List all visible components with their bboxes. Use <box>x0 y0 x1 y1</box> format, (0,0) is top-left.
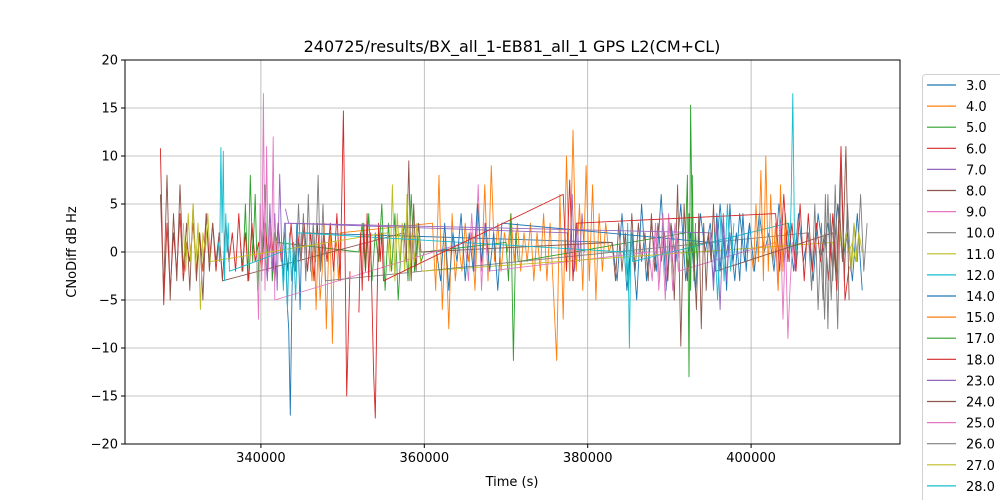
y-tick-label: 0 <box>110 246 118 261</box>
y-tick-label: −20 <box>91 438 118 453</box>
y-tick-label: 5 <box>110 198 118 213</box>
y-tick-label: −10 <box>91 342 118 357</box>
legend-label: 25.0 <box>966 417 995 432</box>
legend-label: 11.0 <box>966 248 995 263</box>
y-tick-label: −5 <box>99 294 118 309</box>
legend-box <box>923 75 1000 501</box>
legend-label: 10.0 <box>966 227 995 242</box>
legend-label: 18.0 <box>966 353 995 368</box>
legend-label: 24.0 <box>966 396 995 411</box>
x-tick-label: 400000 <box>726 451 776 466</box>
legend-label: 6.0 <box>966 142 987 157</box>
x-tick-label: 340000 <box>236 451 286 466</box>
y-tick-label: 20 <box>101 54 118 69</box>
x-tick-label: 380000 <box>563 451 613 466</box>
legend: 3.0 4.0 5.0 6.0 7.0 8.0 9.0 10.0 11.0 12.0 14.0 15.… <box>923 75 1000 501</box>
legend-label: 23.0 <box>966 374 995 389</box>
legend-label: 12.0 <box>966 269 995 284</box>
y-tick-label: −15 <box>91 390 118 405</box>
chart-title: 240725/results/BX_all_1-EB81_all_1 GPS L… <box>304 37 721 57</box>
legend-label: 3.0 <box>966 79 987 94</box>
legend-label: 5.0 <box>966 121 987 136</box>
x-tick-label: 360000 <box>399 451 449 466</box>
y-tick-label: 15 <box>101 102 118 117</box>
legend-label: 7.0 <box>966 163 987 178</box>
legend-label: 26.0 <box>966 438 995 453</box>
legend-label: 9.0 <box>966 206 987 221</box>
legend-label: 14.0 <box>966 290 995 305</box>
y-tick-label: 10 <box>101 150 118 165</box>
legend-label: 17.0 <box>966 332 995 347</box>
legend-label: 28.0 <box>966 480 995 495</box>
legend-label: 15.0 <box>966 311 995 326</box>
legend-label: 4.0 <box>966 100 987 115</box>
y-axis-label: CNoDiff dB Hz <box>65 206 80 298</box>
legend-label: 27.0 <box>966 459 995 474</box>
legend-label: 8.0 <box>966 185 987 200</box>
x-axis-label: Time (s) <box>485 475 539 490</box>
